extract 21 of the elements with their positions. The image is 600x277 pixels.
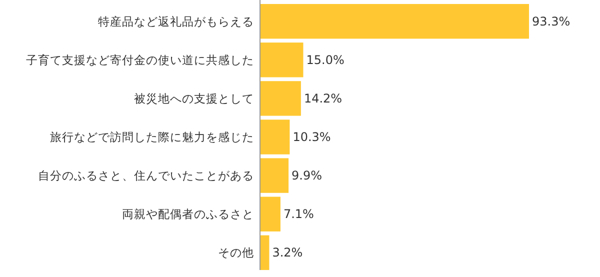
y-tick-label: 旅行などで訪問した際に魅力を感じた <box>50 130 254 144</box>
data-label: 93.3% <box>532 14 570 28</box>
data-label: 3.2% <box>272 246 303 260</box>
y-tick-label: 被災地への支援として <box>134 91 254 106</box>
y-tick-label: 特産品など返礼品がもらえる <box>98 14 254 28</box>
bar <box>260 158 289 193</box>
bar <box>260 120 290 154</box>
bar <box>260 4 529 39</box>
bar <box>260 81 301 116</box>
y-tick-label: 子育て支援など寄付金の使い道に共感した <box>26 52 254 67</box>
data-label: 10.3% <box>292 130 331 144</box>
y-tick-label: 自分のふるさと、住んでいたことがある <box>38 168 254 183</box>
bar <box>260 42 304 78</box>
data-label: 14.2% <box>304 91 342 106</box>
bar <box>260 196 280 232</box>
data-label: 15.0% <box>306 52 344 67</box>
bar <box>260 235 270 270</box>
y-tick-label: 両親や配偶者のふるさと <box>122 207 254 222</box>
data-label: 7.1% <box>283 207 314 222</box>
y-tick-label: その他 <box>218 246 254 260</box>
data-label: 9.9% <box>292 168 322 183</box>
